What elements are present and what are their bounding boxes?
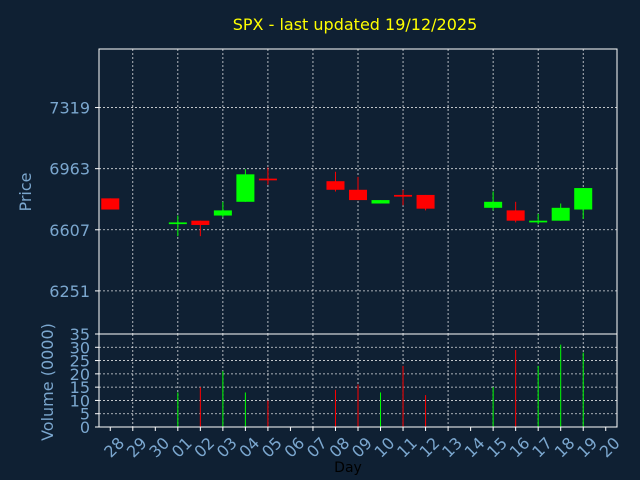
volume-y-tick-label: 30 (70, 338, 90, 357)
candle (348, 176, 368, 201)
candle-body (529, 220, 548, 223)
candle-body (574, 188, 593, 210)
volume-y-tick-label: 0 (80, 418, 90, 437)
candle-body (326, 181, 345, 190)
volume-axis-label: Volume (0000) (38, 323, 57, 441)
candle (213, 201, 232, 218)
candle (371, 200, 390, 204)
price-y-tick-label: 6607 (49, 221, 90, 240)
candle (529, 213, 548, 225)
price-grid (99, 49, 617, 334)
price-y-tick-label: 6963 (49, 160, 90, 179)
volume-y-tick-label: 15 (70, 378, 90, 397)
candles (101, 167, 593, 237)
price-axis-label: Price (16, 172, 35, 211)
candle-body (168, 222, 187, 225)
volume-y-tick-label: 10 (70, 391, 90, 410)
candle-body (101, 198, 120, 210)
chart-title: SPX - last updated 19/12/2025 (233, 15, 478, 34)
candle-body (191, 220, 210, 225)
candle (101, 198, 120, 210)
volume-bars (177, 344, 584, 427)
x-tick-label: 20 (596, 433, 624, 461)
volume-y-tick-label: 20 (70, 365, 90, 384)
candle-body (371, 200, 390, 204)
candle-body (484, 201, 503, 208)
price-y-ticks: 6251 6607 6963 7319 (49, 99, 99, 301)
x-ticks: 2829300102030405060708091011121314151617… (100, 427, 624, 461)
candle-body (213, 210, 232, 216)
candle (168, 215, 187, 237)
candle-body (416, 194, 435, 209)
candle-body (551, 207, 570, 221)
price-y-tick-label: 6251 (49, 282, 90, 301)
candle (484, 191, 503, 211)
candle (236, 169, 255, 202)
price-y-tick-label: 7319 (49, 99, 90, 118)
candle (191, 220, 210, 237)
candle (258, 167, 277, 185)
candle (551, 203, 570, 221)
candle-body (236, 174, 255, 202)
volume-y-tick-label: 5 (80, 405, 90, 424)
volume-y-tick-label: 25 (70, 352, 90, 371)
candle (574, 188, 593, 219)
candle-body (394, 194, 413, 197)
candle-body (506, 210, 525, 221)
candle-body (348, 189, 368, 201)
candle-body (258, 178, 277, 181)
candle (394, 189, 413, 206)
candle (326, 171, 345, 192)
volume-y-tick-label: 35 (70, 325, 90, 344)
x-axis-label: Day (334, 460, 362, 476)
candle (416, 194, 435, 211)
candle (506, 201, 525, 223)
